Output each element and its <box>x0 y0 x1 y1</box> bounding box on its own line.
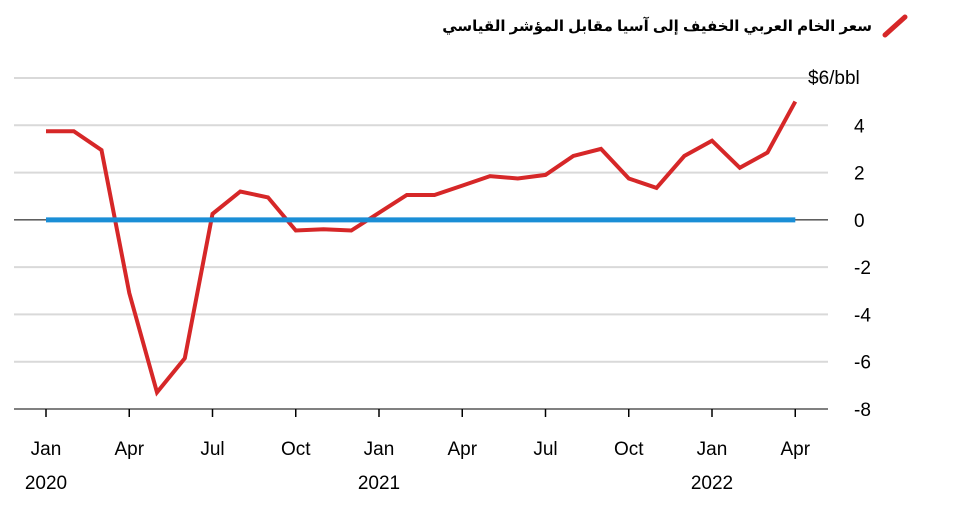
y-unit-label: $6/bbl <box>808 68 860 89</box>
x-tick-labels: Jan 2020 Apr Jul Oct Jan 2021 Apr Jul Oct Jan 2022 A… <box>25 439 811 494</box>
x-tick-month: Oct <box>281 439 311 460</box>
x-tick-month: Jan <box>364 439 395 460</box>
x-tick-year: 2021 <box>358 473 400 494</box>
x-tick-month: Apr <box>780 439 810 460</box>
y-tick-label: 2 <box>854 164 865 185</box>
x-tick-month: Apr <box>447 439 477 460</box>
y-tick-label: -8 <box>854 400 871 421</box>
x-tick-month: Jan <box>697 439 728 460</box>
y-tick-label: 0 <box>854 211 865 232</box>
legend-label: سعر الخام العربي الخفيف إلى آسيا مقابل ا… <box>442 18 872 35</box>
x-tick-month: Jul <box>533 439 557 460</box>
legend-swatch-red <box>882 14 908 38</box>
gridlines <box>14 77 828 363</box>
x-tick-month: Jul <box>200 439 224 460</box>
x-tick-year: 2020 <box>25 473 67 494</box>
series-lines <box>46 100 798 397</box>
x-tick-month: Oct <box>614 439 644 460</box>
x-tick-month: Apr <box>114 439 144 460</box>
series-line-red <box>46 100 798 397</box>
x-axis <box>14 408 828 417</box>
x-tick-month: Jan <box>31 439 62 460</box>
x-tick-year: 2022 <box>691 473 733 494</box>
y-tick-label: -4 <box>854 305 871 326</box>
legend: سعر الخام العربي الخفيف إلى آسيا مقابل ا… <box>442 14 908 38</box>
y-tick-label: -6 <box>854 353 871 374</box>
y-tick-labels: 4 2 0 -2 -4 -6 -8 $6/bbl <box>808 68 871 421</box>
y-tick-label: 4 <box>854 116 865 137</box>
y-tick-label: -2 <box>854 258 871 279</box>
